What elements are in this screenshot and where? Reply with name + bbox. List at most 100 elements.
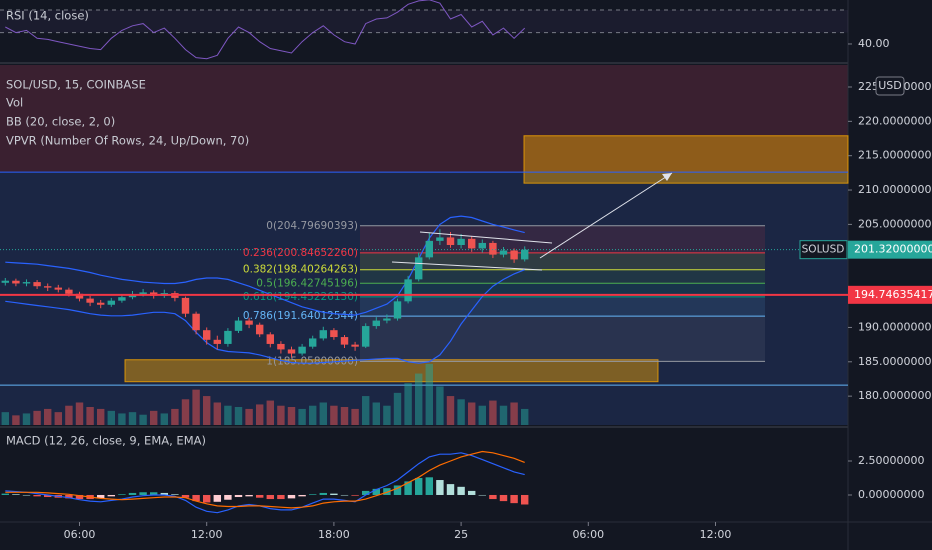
- macd-histogram-bar: [330, 493, 338, 495]
- macd-histogram-bar: [139, 492, 147, 495]
- price-tag: [848, 285, 932, 304]
- y-tick-label: 185.00000000: [858, 355, 932, 368]
- indicator-legend: BB (20, close, 2, 0): [6, 115, 115, 129]
- macd-histogram-bar: [234, 494, 243, 498]
- macd-histogram-bar: [192, 494, 200, 502]
- volume-bar: [383, 405, 391, 425]
- candle-body: [457, 238, 465, 245]
- fib-band: [360, 225, 765, 253]
- macd-histogram-bar: [351, 494, 359, 496]
- x-tick-label: 06:00: [64, 528, 96, 541]
- price-zone: [124, 359, 659, 383]
- candle-body: [298, 346, 306, 354]
- candle-body: [308, 338, 317, 347]
- candle-body: [414, 257, 423, 280]
- macd-histogram-bar: [425, 477, 434, 495]
- bollinger-band: [5, 215, 525, 316]
- rsi-line: [5, 0, 526, 60]
- volume-bar: [255, 404, 264, 425]
- macd-histogram-bar: [436, 480, 444, 495]
- volume-bar: [12, 415, 20, 425]
- candle-body: [340, 337, 349, 345]
- macd-histogram-bar: [160, 492, 169, 495]
- volume-bar: [499, 405, 508, 425]
- currency-tag: [875, 76, 905, 96]
- candle-body: [446, 237, 455, 245]
- macd-histogram-bar: [457, 486, 465, 495]
- volume-bar: [54, 412, 63, 425]
- volume-bar: [224, 405, 232, 425]
- volume-bar: [457, 399, 465, 425]
- candle-body: [234, 320, 243, 331]
- macd-histogram-bar: [361, 490, 370, 495]
- volume-bar: [298, 408, 306, 425]
- symbol-tag: [799, 240, 848, 260]
- volume-bar: [86, 407, 94, 425]
- macd-histogram-bar: [510, 494, 518, 504]
- candle-body: [489, 242, 497, 255]
- macd-histogram-bar: [118, 494, 126, 495]
- macd-histogram-bar: [446, 484, 455, 495]
- candle-body: [107, 300, 116, 305]
- indicator-legend: VPVR (Number Of Rows, 24, Up/Down, 70): [6, 134, 249, 148]
- x-tick-label: 25: [454, 528, 468, 541]
- macd-line: [5, 452, 525, 514]
- macd-histogram-bar: [319, 492, 328, 495]
- candle-body: [245, 320, 253, 325]
- y-tick-label: 215.00000000: [858, 149, 932, 162]
- macd-histogram-bar: [43, 494, 52, 498]
- candle-body: [499, 250, 508, 255]
- macd-histogram-bar: [277, 494, 285, 500]
- macd-histogram-bar: [181, 494, 190, 498]
- y-tick-label: 210.00000000: [858, 183, 932, 196]
- fib-label: 0.5(196.42745196): [256, 277, 358, 289]
- candle-body: [404, 279, 412, 302]
- macd-histogram-bar: [75, 494, 84, 500]
- macd-histogram-bar: [308, 494, 317, 495]
- fib-label: 0.382(198.40264263): [243, 264, 358, 276]
- volume-bar: [160, 413, 169, 425]
- macd-histogram-bar: [224, 494, 232, 500]
- macd-histogram-bar: [255, 494, 264, 498]
- volume-bar: [340, 407, 349, 425]
- support-region: [0, 172, 848, 425]
- y-tick-label: 190.00000000: [858, 320, 932, 333]
- macd-histogram-bar: [520, 494, 529, 505]
- volume-bar: [266, 400, 275, 425]
- candle-body: [86, 298, 94, 303]
- macd-legend: MACD (12, 26, close, 9, EMA, EMA): [6, 434, 206, 448]
- resistance-region: [0, 65, 848, 172]
- price-zone: [523, 135, 849, 184]
- volume-bar: [510, 402, 518, 425]
- y-tick-label: 2.50000000: [858, 454, 924, 467]
- volume-bar: [319, 402, 328, 425]
- macd-histogram-bar: [149, 492, 158, 495]
- candle-body: [1, 280, 10, 283]
- y-tick-label: 40.00: [858, 37, 890, 50]
- candle-body: [213, 339, 222, 344]
- arrow-line: [539, 172, 673, 259]
- candle-body: [319, 330, 328, 339]
- candle-body: [118, 297, 126, 301]
- macd-histogram-bar: [467, 490, 476, 495]
- volume-bar: [139, 414, 147, 425]
- candle-body: [425, 240, 434, 258]
- volume-bar: [446, 396, 455, 425]
- macd-histogram-bar: [478, 494, 487, 496]
- macd-histogram-bar: [12, 494, 20, 495]
- macd-histogram-bar: [107, 494, 116, 497]
- volume-bar: [202, 396, 211, 425]
- candle-body: [255, 324, 264, 335]
- macd-histogram-bar: [340, 494, 349, 496]
- volume-bar: [330, 405, 338, 425]
- channel-line: [419, 231, 553, 244]
- macd-histogram-bar: [393, 485, 402, 495]
- bollinger-band: [5, 269, 525, 364]
- fib-label: 0.236(200.84652260): [243, 247, 358, 259]
- candle-body: [478, 242, 487, 249]
- candle-body: [287, 349, 296, 354]
- volume-bar: [372, 402, 381, 425]
- volume-bar: [478, 405, 487, 425]
